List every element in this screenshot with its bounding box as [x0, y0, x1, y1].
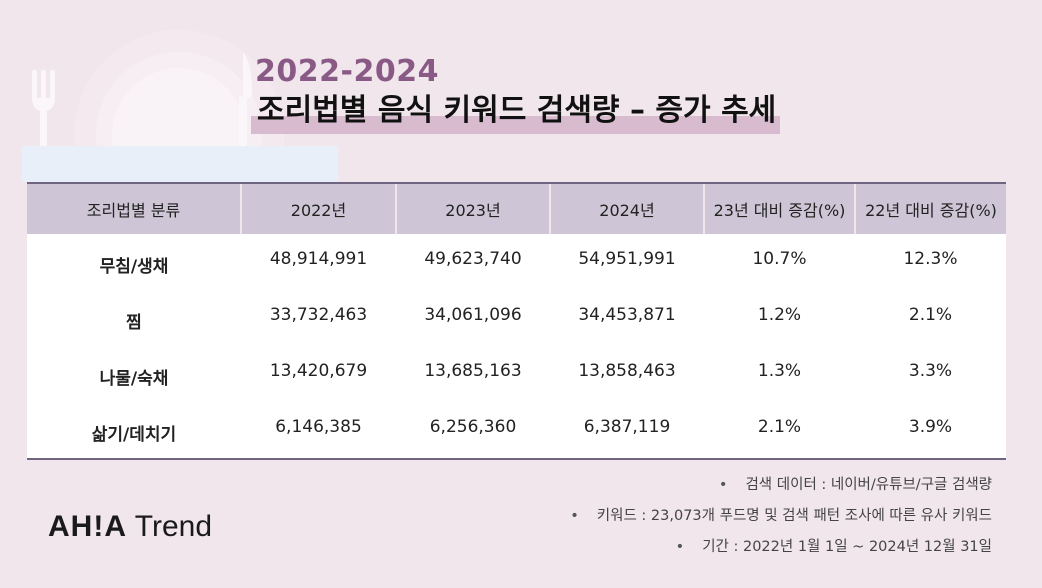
logo-brand: AH!A	[48, 510, 127, 543]
page-title-text: 조리법별 음식 키워드 검색량 – 증가 추세	[257, 93, 777, 128]
column-header-category: 조리법별 분류	[27, 182, 241, 234]
cell-vs23: 1.2%	[704, 290, 855, 346]
note-text: 기간 : 2022년 1월 1일 ~ 2024년 12월 31일	[702, 539, 992, 555]
cell-2022: 6,146,385	[241, 402, 396, 460]
cell-vs22: 3.3%	[855, 346, 1006, 402]
fork-icon	[32, 70, 55, 156]
row-category: 무침/생채	[27, 234, 241, 290]
bullet-icon: •	[675, 539, 685, 555]
cell-2023: 49,623,740	[396, 234, 550, 290]
cell-2022: 33,732,463	[241, 290, 396, 346]
cell-2023: 13,685,163	[396, 346, 550, 402]
cell-vs22: 12.3%	[855, 234, 1006, 290]
year-range-title: 2022-2024	[255, 54, 439, 89]
table-header-row: 조리법별 분류 2022년 2023년 2024년 23년 대비 증감(%) 2…	[27, 182, 1006, 234]
note-item: • 검색 데이터 : 네이버/유튜브/구글 검색량	[570, 470, 992, 501]
column-header-2023: 2023년	[395, 182, 550, 234]
cell-vs23: 1.3%	[704, 346, 855, 402]
cell-2022: 13,420,679	[241, 346, 396, 402]
cell-vs22: 2.1%	[855, 290, 1006, 346]
cell-2024: 54,951,991	[550, 234, 704, 290]
title-highlight	[251, 116, 781, 134]
table-row: 무침/생채 48,914,991 49,623,740 54,951,991 1…	[27, 234, 1006, 290]
cell-2023: 6,256,360	[396, 402, 550, 460]
row-category: 삶기/데치기	[27, 402, 241, 460]
column-header-2024: 2024년	[549, 182, 704, 234]
table-row: 삶기/데치기 6,146,385 6,256,360 6,387,119 2.1…	[27, 402, 1006, 460]
column-header-vs23: 23년 대비 증감(%)	[703, 182, 855, 234]
cell-2024: 34,453,871	[550, 290, 704, 346]
placemat-decoration	[22, 146, 338, 182]
table-row: 나물/숙채 13,420,679 13,685,163 13,858,463 1…	[27, 346, 1006, 402]
logo-suffix: Trend	[134, 510, 213, 543]
cell-vs23: 10.7%	[704, 234, 855, 290]
source-notes: • 검색 데이터 : 네이버/유튜브/구글 검색량 • 키워드 : 23,073개 …	[570, 470, 992, 563]
cell-2023: 34,061,096	[396, 290, 550, 346]
brand-logo: AH!A Trend	[48, 510, 212, 544]
column-header-2022: 2022년	[240, 182, 396, 234]
cell-2022: 48,914,991	[241, 234, 396, 290]
note-item: • 기간 : 2022년 1월 1일 ~ 2024년 12월 31일	[570, 532, 992, 563]
cell-2024: 6,387,119	[550, 402, 704, 460]
bullet-icon: •	[570, 508, 579, 524]
page-title: 조리법별 음식 키워드 검색량 – 증가 추세	[251, 92, 781, 134]
note-text: 키워드 : 23,073개 푸드명 및 검색 패턴 조사에 따른 유사 키워드	[596, 508, 992, 524]
row-category: 나물/숙채	[27, 346, 241, 402]
note-text: 검색 데이터 : 네이버/유튜브/구글 검색량	[745, 477, 992, 493]
table-row: 찜 33,732,463 34,061,096 34,453,871 1.2% …	[27, 290, 1006, 346]
title-block: 2022-2024 조리법별 음식 키워드 검색량 – 증가 추세	[251, 54, 781, 134]
search-volume-table: 조리법별 분류 2022년 2023년 2024년 23년 대비 증감(%) 2…	[27, 182, 1006, 460]
note-item: • 키워드 : 23,073개 푸드명 및 검색 패턴 조사에 따른 유사 키워드	[570, 501, 992, 532]
row-category: 찜	[27, 290, 241, 346]
column-header-vs22: 22년 대비 증감(%)	[854, 182, 1006, 234]
knife-icon	[239, 52, 252, 152]
bullet-icon: •	[718, 477, 728, 493]
cell-2024: 13,858,463	[550, 346, 704, 402]
cell-vs22: 3.9%	[855, 402, 1006, 460]
cell-vs23: 2.1%	[704, 402, 855, 460]
